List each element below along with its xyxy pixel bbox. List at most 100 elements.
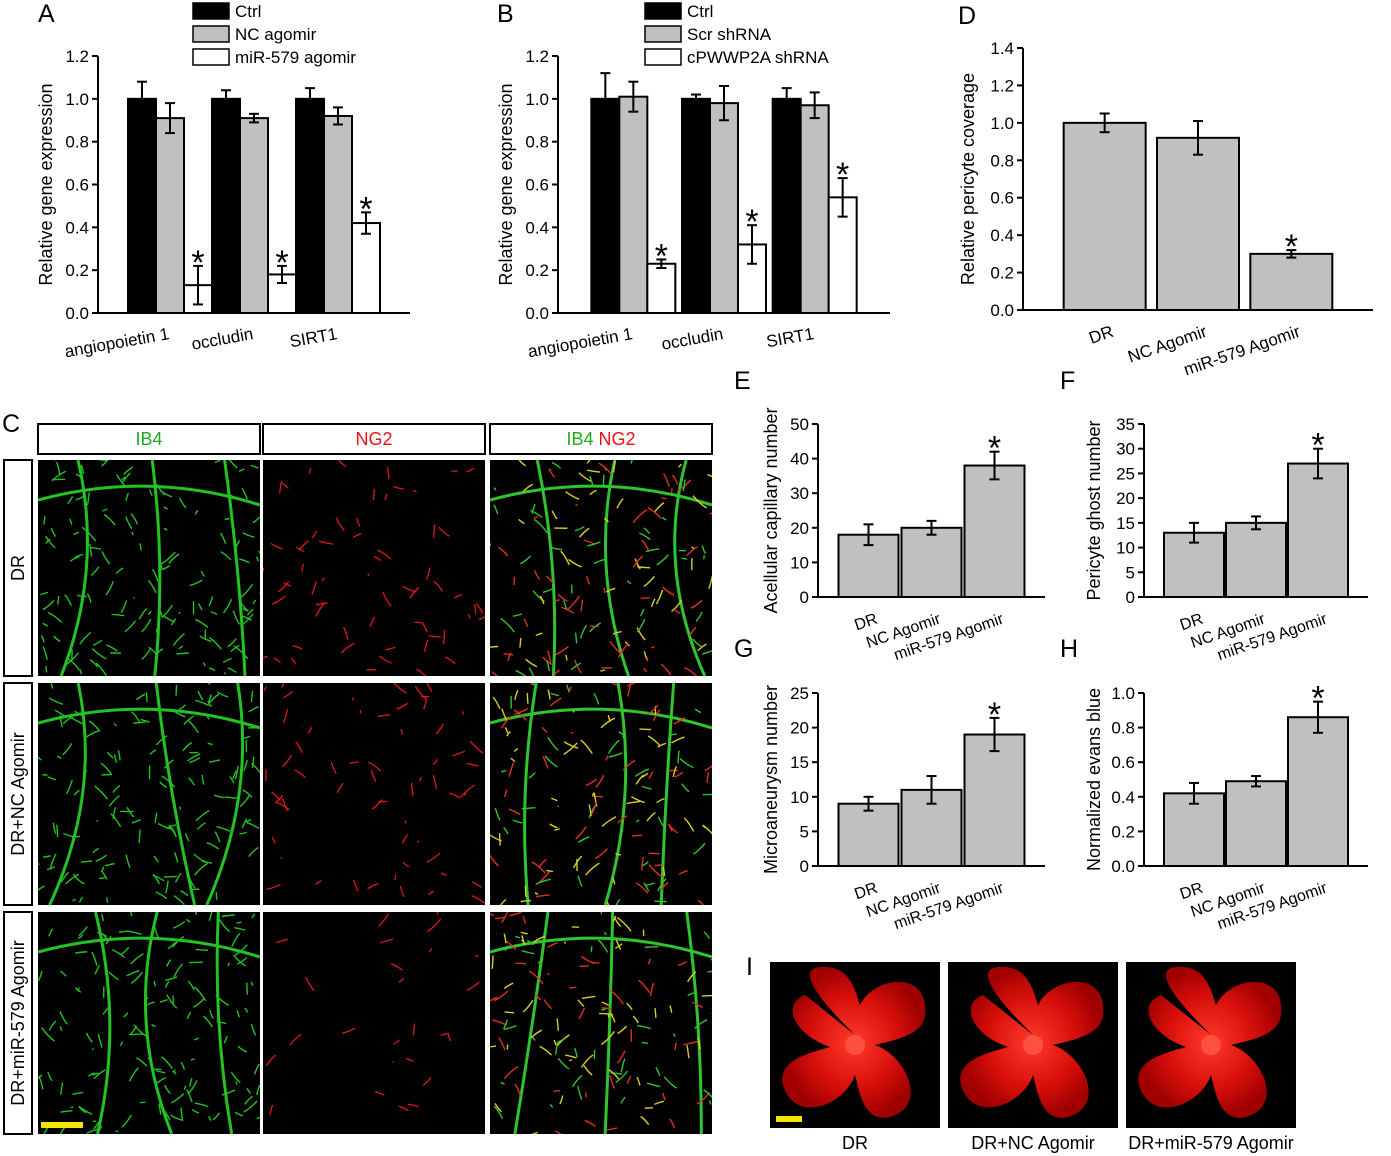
capillary [224,517,230,521]
capillary [447,1032,452,1042]
vessel-network [490,460,712,676]
capillary [631,834,643,837]
capillary [42,855,51,858]
capillary [386,467,390,480]
bar [1225,780,1287,867]
row-label-box [3,682,33,906]
capillary [491,671,498,676]
capillary [252,599,257,605]
capillary [466,981,480,991]
capillary [490,645,499,648]
capillary [341,1027,356,1035]
capillary [440,872,447,877]
capillary [56,461,61,475]
capillary [551,510,558,520]
capillary [47,611,63,623]
capillary [48,1020,57,1031]
capillary [195,948,209,951]
capillary [641,785,652,790]
capillary [419,776,422,782]
y-tick-label: 0.4 [65,218,89,237]
capillary [667,823,673,832]
capillary [173,852,179,863]
capillary [535,894,550,898]
capillary [65,652,80,666]
capillary [90,566,100,577]
capillary [166,959,172,967]
y-tick-label: 50 [790,415,809,434]
capillary [563,742,578,755]
capillary [611,683,617,686]
capillary [654,864,663,867]
bar-charts: A 0.0 0.2 0.4 0.6 0.8 1.0 1.2 Relative gene expr… [36,0,1373,933]
capillary [221,914,235,917]
capillary [639,608,645,617]
capillary [655,1066,661,1077]
capillary [270,542,283,550]
capillary [207,742,213,746]
capillary [524,885,527,897]
capillary [47,1071,53,1082]
bar [239,117,269,314]
capillary [490,1045,497,1048]
capillary [250,981,254,987]
capillary [503,653,514,656]
capillary [48,697,64,705]
y-tick-label: 35 [1116,415,1135,434]
capillary [521,949,535,955]
vessel [215,912,234,1134]
capillary [139,543,142,551]
capillary [74,553,84,559]
capillary [242,789,253,798]
retina-image [948,962,1118,1128]
capillary [500,1081,505,1085]
capillary [681,557,688,560]
bar [799,104,830,314]
capillary [194,1102,209,1108]
y-tick-label: 0.6 [990,189,1014,208]
capillary [215,891,218,900]
capillary [690,599,703,609]
capillary [425,567,431,580]
micrograph-background [263,683,485,905]
capillary [110,813,122,828]
capillary [40,635,45,643]
capillary [276,801,290,811]
capillary [533,518,548,534]
capillary [227,667,237,673]
capillary [294,769,306,778]
capillary [669,1118,676,1129]
bar [1225,521,1287,598]
capillary [200,570,205,577]
significance-star: * [745,203,758,241]
capillary [603,931,608,936]
y-tick-label: 0.0 [1111,857,1135,876]
y-tick-label: 0.8 [65,133,89,152]
capillary [356,517,361,527]
capillary [490,854,499,867]
y-tick-label: 0.0 [525,304,549,323]
y-tick-label: 0.4 [1111,788,1135,807]
capillary [244,1007,249,1013]
capillary [526,693,529,704]
capillary [703,554,706,560]
y-tick-label: 0.2 [525,261,549,280]
capillary [263,686,267,692]
capillary [414,686,427,700]
capillary [703,931,711,939]
capillary [492,1019,507,1026]
capillary [278,480,283,494]
row-label-box [3,459,33,677]
capillary [72,873,77,879]
capillary [165,880,169,894]
capillary [678,870,688,875]
capillary [100,762,113,776]
capillary [536,878,551,885]
capillary [654,1100,665,1106]
capillary [65,873,80,885]
capillary [612,915,617,922]
capillary [188,876,196,889]
capillary [491,955,494,969]
capillary [145,995,149,1000]
capillary [609,640,621,654]
